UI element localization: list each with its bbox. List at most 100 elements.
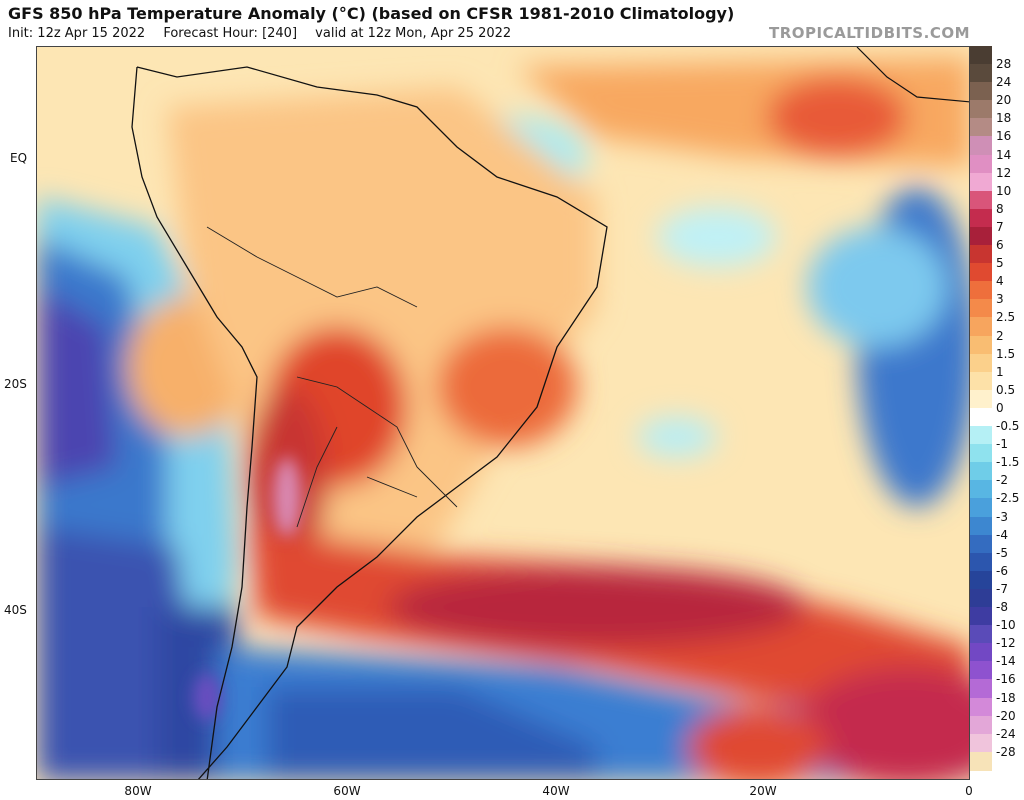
colorbar-level-label: 28 (996, 57, 1012, 71)
colorbar-level-label: 24 (996, 75, 1012, 90)
colorbar-swatch (970, 172, 992, 192)
colorbar-swatch (970, 444, 992, 464)
lon-label-0: 0 (965, 784, 973, 798)
colorbar-level-label: 10 (996, 183, 1012, 198)
lat-label-40s: 40S (4, 603, 27, 617)
colorbar-level-label: 14 (996, 147, 1012, 162)
colorbar-level-label: -1 (996, 437, 1008, 452)
colorbar-swatch (970, 82, 992, 102)
colorbar-level-label: -12 (996, 636, 1016, 651)
anomaly-map-svg (37, 47, 969, 779)
colorbar-swatch (970, 607, 992, 627)
colorbar-swatch (970, 679, 992, 699)
lon-label-20w: 20W (749, 784, 777, 798)
colorbar-level-label: -5 (996, 545, 1008, 560)
colorbar-level-label: 0.5 (996, 382, 1016, 397)
colorbar-level-label: 8 (996, 201, 1004, 216)
colorbar-level-label: 6 (996, 238, 1004, 252)
colorbar-level-label: -28 (996, 744, 1016, 759)
map-subtitle: Init: 12z Apr 15 2022 Forecast Hour: [24… (8, 26, 525, 41)
colorbar-level-label: 3 (996, 292, 1004, 307)
colorbar-swatch (970, 733, 992, 753)
colorbar-level-label: 0 (996, 400, 1004, 415)
lat-label-eq: EQ (10, 151, 28, 165)
colorbar-swatch (970, 552, 992, 572)
coastline (131, 66, 608, 779)
colorbar-level-label: -3 (996, 509, 1008, 524)
init-time: Init: 12z Apr 15 2022 (8, 26, 146, 41)
colorbar-level-label: 1 (996, 364, 1004, 379)
colorbar-swatch (970, 588, 992, 608)
site-credit: TROPICALTIDBITS.COM (769, 24, 970, 42)
colorbar-swatch (970, 118, 992, 138)
colorbar-level-label: -10 (996, 618, 1016, 633)
forecast-hour: Forecast Hour: [240] (163, 26, 298, 41)
colorbar-level-label: -16 (996, 672, 1016, 687)
colorbar-level-label: -2 (996, 473, 1008, 488)
lon-label-40w: 40W (542, 784, 570, 798)
colorbar-swatch (970, 480, 992, 500)
colorbar-swatch (970, 335, 992, 355)
country-borders (206, 226, 458, 528)
africa-coast (856, 47, 969, 103)
colorbar-swatch (970, 317, 992, 337)
colorbar-level-label: 2.5 (996, 310, 1016, 325)
colorbar-swatch (970, 190, 992, 210)
colorbar-level-label: -24 (996, 726, 1016, 741)
colorbar-level-label: 5 (996, 256, 1004, 271)
colorbar-swatch (970, 389, 992, 409)
colorbar-level-label: -20 (996, 708, 1016, 723)
valid-time: valid at 12z Mon, Apr 25 2022 (315, 26, 512, 41)
colorbar-swatch (970, 353, 992, 373)
colorbar-level-label: -2.5 (996, 491, 1020, 506)
map-title: GFS 850 hPa Temperature Anomaly (°C) (ba… (8, 4, 735, 23)
colorbar (970, 46, 992, 780)
colorbar-swatch (970, 661, 992, 681)
colorbar-swatch (970, 570, 992, 590)
colorbar-level-label: -18 (996, 690, 1016, 705)
colorbar-swatch (970, 407, 992, 427)
colorbar-level-label: -1.5 (996, 455, 1020, 470)
colorbar-swatch (970, 625, 992, 645)
colorbar-swatch (970, 697, 992, 717)
colorbar-swatch (970, 208, 992, 228)
colorbar-level-label: -4 (996, 527, 1008, 542)
colorbar-level-label: 7 (996, 219, 1004, 234)
colorbar-swatch (970, 426, 992, 446)
lat-label-20s: 20S (4, 377, 27, 391)
colorbar-swatch (970, 154, 992, 174)
colorbar-level-label: -8 (996, 600, 1008, 614)
colorbar-level-label: 12 (996, 165, 1012, 180)
colorbar-level-label: 20 (996, 93, 1012, 108)
anomaly-field (37, 57, 969, 779)
colorbar-swatch (970, 263, 992, 283)
colorbar-swatch (970, 516, 992, 536)
colorbar-level-label: -7 (996, 581, 1008, 596)
colorbar-swatch (970, 371, 992, 391)
colorbar-swatch (970, 462, 992, 482)
colorbar-level-label: 2 (996, 328, 1004, 343)
colorbar-swatch (970, 46, 992, 64)
colorbar-swatch (970, 100, 992, 120)
colorbar-swatch (970, 64, 992, 84)
colorbar-swatch (970, 136, 992, 156)
colorbar-swatch (970, 751, 992, 771)
colorbar-swatch (970, 643, 992, 663)
anomaly-map (36, 46, 970, 780)
colorbar-level-label: -14 (996, 654, 1016, 669)
colorbar-swatch (970, 498, 992, 518)
colorbar-level-label: -6 (996, 563, 1008, 578)
colorbar-level-label: 18 (996, 111, 1012, 126)
colorbar-swatch (970, 281, 992, 301)
colorbar-level-label: 4 (996, 274, 1004, 289)
colorbar-swatch (970, 715, 992, 735)
colorbar-level-label: 16 (996, 129, 1012, 144)
colorbar-swatch (970, 534, 992, 554)
lon-label-60w: 60W (333, 784, 361, 798)
colorbar-swatch (970, 226, 992, 246)
colorbar-swatch (970, 245, 992, 265)
colorbar-level-label: 1.5 (996, 346, 1016, 361)
colorbar-level-label: -0.5 (996, 419, 1020, 433)
lon-label-80w: 80W (124, 784, 152, 798)
colorbar-swatch (970, 299, 992, 319)
